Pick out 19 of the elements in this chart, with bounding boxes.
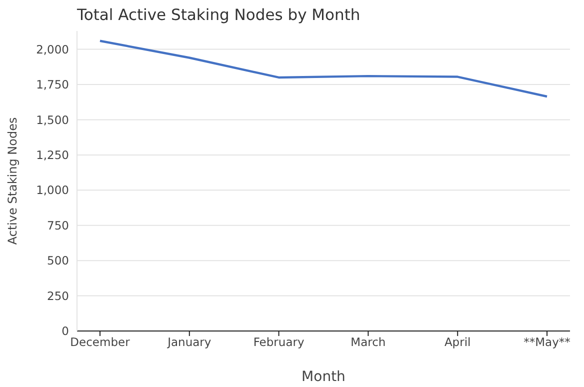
y-tick-label: 1,000 <box>36 183 69 198</box>
x-tick-label: March <box>350 335 386 350</box>
chart-title: Total Active Staking Nodes by Month <box>77 6 360 24</box>
y-tick-label: 1,250 <box>36 148 69 162</box>
x-tick-label: December <box>70 335 130 350</box>
x-axis-title: Month <box>302 369 346 385</box>
y-tick-label: 500 <box>47 254 69 268</box>
x-tick-label: February <box>253 335 304 350</box>
x-tick-label: **May** <box>524 335 571 350</box>
y-tick-label: 750 <box>47 218 69 232</box>
line-series <box>98 40 548 98</box>
y-axis-title: Active Staking Nodes <box>5 117 20 245</box>
y-tick-label: 0 <box>62 324 69 338</box>
y-tick-label: 2,000 <box>36 42 69 56</box>
x-tick-label: April <box>444 335 471 350</box>
y-tick-label: 250 <box>47 288 69 303</box>
y-tick-label: 1,750 <box>36 78 69 92</box>
x-tick-label: January <box>166 335 212 350</box>
y-tick-label: 1,500 <box>36 112 69 127</box>
